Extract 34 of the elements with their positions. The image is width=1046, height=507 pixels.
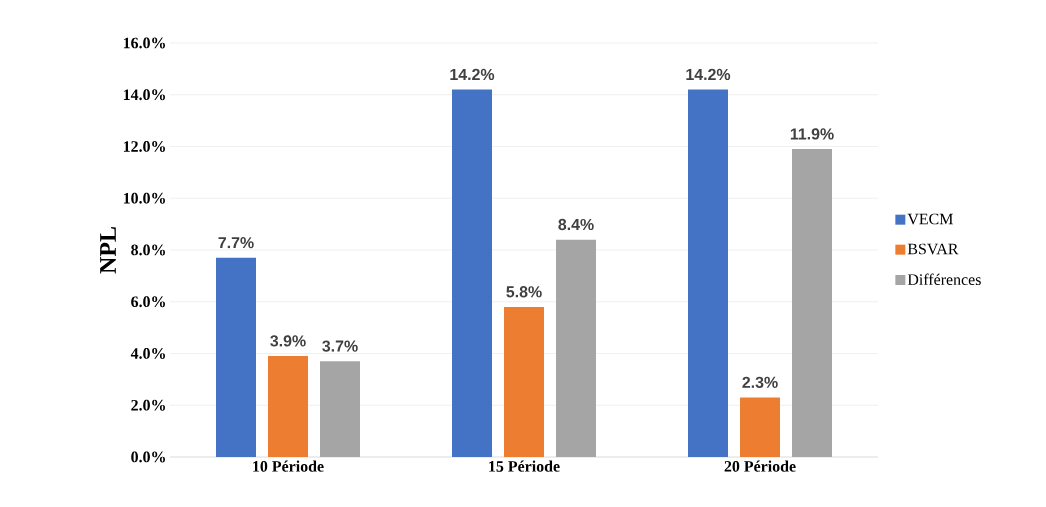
y-tick-label: 4.0% (130, 348, 165, 359)
y-tick-label: 6.0% (131, 296, 165, 308)
x-tick-label: 20 Période (724, 460, 796, 472)
data-label: 11.9% (790, 128, 834, 140)
legend-label: BSVAR (907, 243, 959, 255)
y-tick-label: 14.0% (123, 89, 165, 101)
data-label: 3.7% (322, 340, 358, 352)
bar (504, 306, 544, 457)
bar (216, 257, 256, 457)
x-tick-label: 15 Période (489, 460, 560, 472)
bar (740, 397, 780, 457)
data-label: 8.4% (558, 218, 594, 231)
y-tick-label: 0.0% (131, 451, 165, 463)
bar (556, 239, 596, 457)
y-tick-label: 10.0% (123, 192, 165, 204)
legend-label: Différences (907, 273, 981, 285)
bar (320, 361, 360, 457)
data-label: 5.8% (506, 286, 542, 298)
bar (452, 89, 492, 457)
data-label: 14.2% (450, 68, 495, 81)
data-label: 14.2% (686, 68, 731, 81)
y-tick-label: 2.0% (131, 399, 165, 411)
legend-label: VECM (907, 213, 953, 225)
y-tick-label: 8.0% (131, 244, 165, 256)
y-axis-title: NPL (100, 227, 116, 274)
x-tick-label: 10 Période (253, 460, 324, 472)
data-label: 2.3% (742, 376, 778, 388)
data-label: 3.9% (270, 335, 306, 347)
data-label: 7.7% (218, 237, 254, 249)
y-tick-label: 16.0% (123, 37, 165, 49)
bar (792, 149, 833, 457)
bar (268, 356, 308, 457)
bar (688, 89, 728, 457)
y-tick-label: 12.0% (123, 141, 165, 152)
